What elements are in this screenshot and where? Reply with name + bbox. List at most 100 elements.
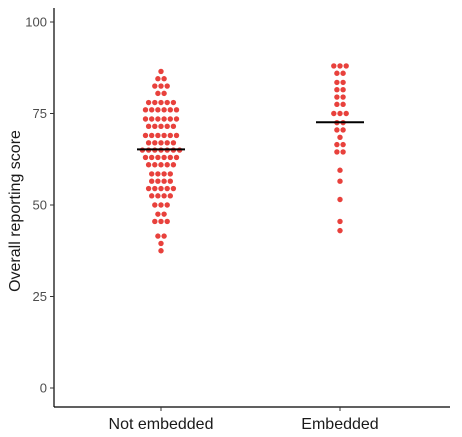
data-point <box>340 70 346 76</box>
data-point <box>337 196 343 203</box>
data-point <box>145 99 152 106</box>
data-point <box>337 227 343 234</box>
data-point <box>149 171 155 177</box>
data-point <box>334 94 340 100</box>
data-point <box>170 123 177 130</box>
data-point <box>340 87 346 93</box>
data-point <box>167 154 173 161</box>
data-point <box>167 116 173 122</box>
data-point <box>164 218 170 225</box>
data-point <box>149 116 155 122</box>
data-point <box>167 132 173 139</box>
data-point <box>167 107 173 113</box>
data-point <box>158 140 164 146</box>
data-point <box>158 202 164 208</box>
x-tick-label: Not embedded <box>109 416 214 433</box>
y-axis-ticks: 0 25 50 75 100 <box>25 15 54 396</box>
data-point <box>152 202 158 208</box>
data-point <box>161 76 167 82</box>
data-point <box>167 193 173 199</box>
data-point <box>158 83 164 89</box>
data-point <box>158 248 164 254</box>
data-point <box>167 178 173 184</box>
data-point <box>152 162 158 168</box>
data-point <box>164 185 170 192</box>
y-tick-label: 75 <box>33 106 47 121</box>
data-point <box>152 83 158 89</box>
data-point <box>158 218 164 225</box>
data-point <box>170 162 177 168</box>
data-point <box>145 123 152 130</box>
data-point <box>334 149 340 155</box>
data-point <box>149 178 155 184</box>
data-point <box>161 132 167 139</box>
y-tick-label: 100 <box>25 15 47 30</box>
data-point <box>161 171 167 177</box>
data-point <box>161 211 167 217</box>
data-point <box>340 101 346 108</box>
y-tick-label: 0 <box>40 381 47 396</box>
data-point <box>340 141 346 148</box>
y-tick-label: 25 <box>33 289 47 304</box>
data-point <box>167 171 173 177</box>
data-point <box>158 162 164 168</box>
data-point <box>142 116 149 122</box>
data-point <box>173 116 180 122</box>
data-point <box>164 162 170 168</box>
data-point <box>164 99 170 106</box>
data-point <box>173 132 180 139</box>
y-tick-label: 50 <box>33 198 47 213</box>
data-point <box>170 140 177 146</box>
data-point <box>161 107 167 113</box>
data-point <box>331 110 337 117</box>
data-point <box>161 154 167 161</box>
x-axis-ticks: Not embedded Embedded <box>109 407 379 433</box>
data-point <box>155 90 161 97</box>
data-point <box>161 90 167 97</box>
data-point <box>161 193 167 199</box>
data-point <box>343 110 349 117</box>
data-point <box>164 140 170 146</box>
data-point <box>149 132 155 139</box>
y-axis-title: Overall reporting score <box>7 130 24 292</box>
data-point <box>170 185 177 192</box>
data-point <box>145 185 152 192</box>
data-point <box>331 63 337 69</box>
data-point <box>142 132 149 139</box>
data-point <box>145 140 152 146</box>
data-point <box>155 76 161 82</box>
data-point <box>170 99 177 106</box>
data-point <box>155 178 161 184</box>
data-point <box>334 79 340 86</box>
data-point <box>158 123 164 130</box>
data-point <box>164 83 170 89</box>
data-point <box>161 116 167 122</box>
data-point <box>164 123 170 130</box>
data-point <box>155 107 161 113</box>
data-point <box>334 127 340 133</box>
data-point <box>343 63 349 69</box>
data-point <box>173 154 180 161</box>
data-point <box>155 171 161 177</box>
data-point <box>158 99 164 106</box>
data-point <box>161 233 167 239</box>
data-point <box>155 211 161 217</box>
data-point <box>155 116 161 122</box>
data-point <box>149 154 155 161</box>
data-point <box>149 193 155 199</box>
data-point <box>142 107 149 113</box>
data-point <box>152 218 158 225</box>
data-point <box>340 79 346 86</box>
data-point <box>158 240 164 247</box>
data-point <box>337 110 343 117</box>
data-point <box>145 162 152 168</box>
data-point <box>334 141 340 148</box>
x-tick-label: Embedded <box>301 416 378 433</box>
data-point <box>158 185 164 192</box>
median-lines <box>137 121 364 151</box>
data-point <box>142 154 149 161</box>
data-point <box>149 107 155 113</box>
data-point <box>155 132 161 139</box>
data-points <box>139 63 349 254</box>
